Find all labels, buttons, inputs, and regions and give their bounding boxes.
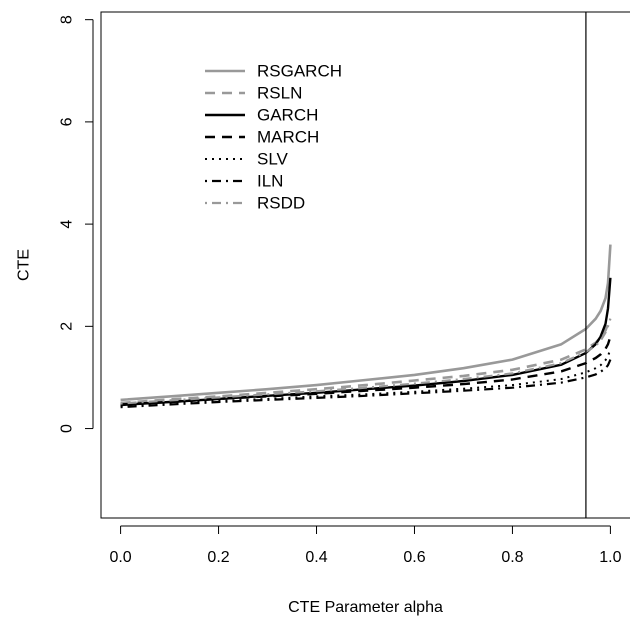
y-axis: 0 2 4 6 8 [59, 15, 94, 433]
y-tick-label: 8 [59, 15, 76, 24]
y-tick-label: 0 [59, 424, 76, 433]
x-tick-label: 0.6 [403, 549, 425, 566]
series-line-iln [120, 359, 612, 409]
y-tick-label: 6 [59, 117, 76, 126]
legend-label: GARCH [257, 106, 318, 125]
x-axis-title: CTE Parameter alpha [288, 599, 443, 616]
y-axis-title: CTE [16, 249, 33, 281]
plot-lines [120, 244, 612, 409]
x-tick-label: 0.8 [501, 549, 523, 566]
legend-label: RSDD [257, 194, 305, 213]
x-tick-label: 0.0 [109, 549, 131, 566]
series-line-rsln [120, 318, 612, 405]
legend-label: ILN [257, 172, 283, 191]
x-axis: 0.0 0.2 0.4 0.6 0.8 1.0 [109, 525, 622, 566]
legend-label: SLV [257, 150, 289, 169]
y-tick-label: 4 [59, 220, 76, 229]
series-line-rsdd [120, 318, 612, 405]
x-tick-label: 0.2 [207, 549, 229, 566]
legend-label: MARCH [257, 128, 319, 147]
legend: RSGARCH RSLN GARCH MARCH SLV ILN RSDD [205, 62, 342, 213]
series-line-rsgarch [120, 244, 612, 402]
x-tick-label: 1.0 [599, 549, 621, 566]
y-tick-label: 2 [59, 322, 76, 331]
plot-border [100, 11, 630, 519]
legend-label: RSLN [257, 84, 302, 103]
legend-label: RSGARCH [257, 62, 342, 81]
x-tick-label: 0.4 [305, 549, 327, 566]
series-line-march [120, 336, 612, 406]
